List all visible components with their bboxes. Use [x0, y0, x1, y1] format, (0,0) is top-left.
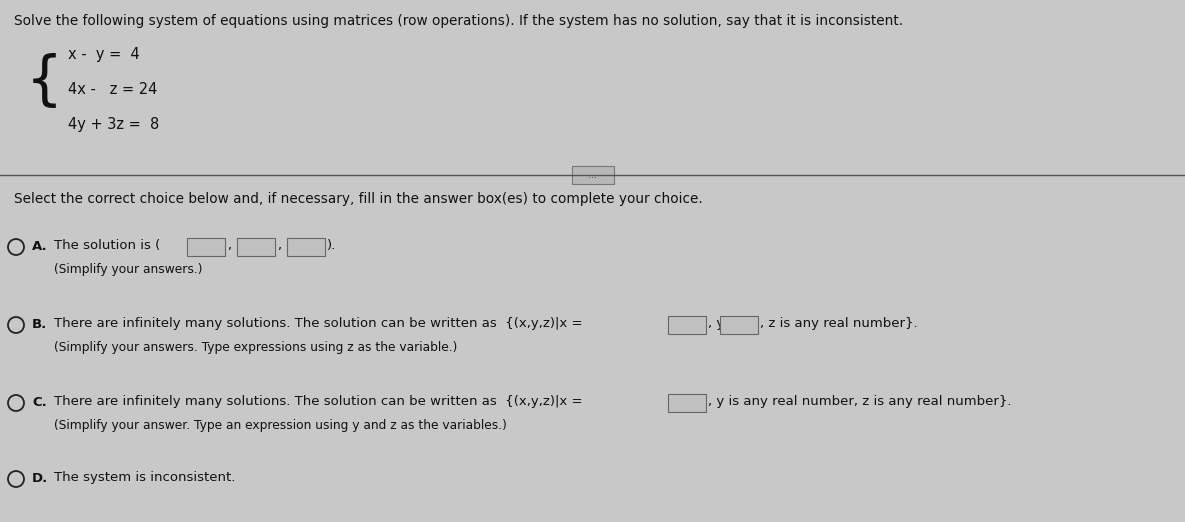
Text: D.: D.	[32, 471, 49, 484]
FancyBboxPatch shape	[187, 238, 225, 256]
Text: (Simplify your answers. Type expressions using z as the variable.): (Simplify your answers. Type expressions…	[55, 341, 457, 354]
FancyBboxPatch shape	[287, 238, 325, 256]
Text: (Simplify your answers.): (Simplify your answers.)	[55, 263, 203, 276]
Text: , z is any real number}.: , z is any real number}.	[760, 317, 917, 330]
FancyBboxPatch shape	[237, 238, 275, 256]
Text: 4y + 3z =  8: 4y + 3z = 8	[68, 117, 159, 133]
FancyBboxPatch shape	[668, 316, 706, 334]
Text: Solve the following system of equations using matrices (row operations). If the : Solve the following system of equations …	[14, 14, 903, 28]
Text: B.: B.	[32, 317, 47, 330]
Text: There are infinitely many solutions. The solution can be written as  {(x,y,z)|x : There are infinitely many solutions. The…	[55, 396, 583, 409]
Text: ...: ...	[588, 170, 597, 180]
FancyBboxPatch shape	[668, 394, 706, 412]
Text: x -  y =  4: x - y = 4	[68, 48, 140, 63]
Text: {: {	[25, 53, 63, 111]
Text: 4x -   z = 24: 4x - z = 24	[68, 82, 158, 98]
Text: Select the correct choice below and, if necessary, fill in the answer box(es) to: Select the correct choice below and, if …	[14, 192, 703, 206]
Text: C.: C.	[32, 396, 46, 409]
Text: There are infinitely many solutions. The solution can be written as  {(x,y,z)|x : There are infinitely many solutions. The…	[55, 317, 583, 330]
Text: , y =: , y =	[707, 317, 739, 330]
FancyBboxPatch shape	[571, 166, 614, 184]
Text: ,: ,	[228, 240, 231, 253]
FancyBboxPatch shape	[720, 316, 758, 334]
Text: (Simplify your answer. Type an expression using y and z as the variables.): (Simplify your answer. Type an expressio…	[55, 419, 507, 432]
Text: ,: ,	[277, 240, 281, 253]
Text: A.: A.	[32, 240, 47, 253]
Text: The system is inconsistent.: The system is inconsistent.	[55, 471, 236, 484]
Text: ).: ).	[327, 240, 337, 253]
Text: The solution is (: The solution is (	[55, 240, 160, 253]
Text: , y is any real number, z is any real number}.: , y is any real number, z is any real nu…	[707, 396, 1012, 409]
